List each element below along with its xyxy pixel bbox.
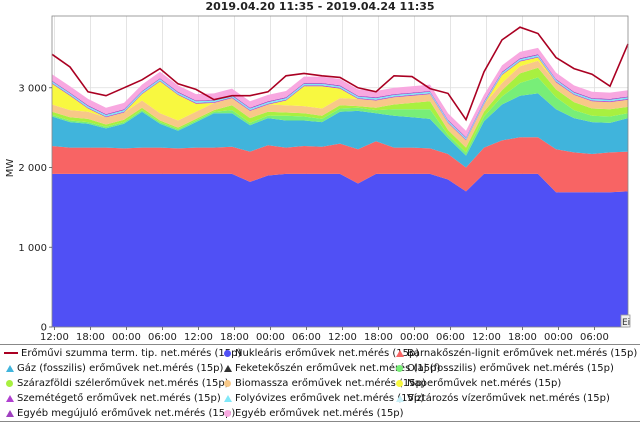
- legend-label: Gáz (fosszilis) erőművek net.mérés (15p): [17, 363, 224, 374]
- legend-item[interactable]: Erőművi szumma term. tip. net.mérés (15p…: [4, 348, 241, 360]
- legend-item[interactable]: Olaj (fosszilis) erőművek net.mérés (15p…: [394, 363, 614, 375]
- x-tick-label: 06:00: [292, 332, 321, 343]
- legend-item[interactable]: Szemétégető erőművek net.mérés (15p): [4, 393, 221, 405]
- legend-dot-icon: [6, 380, 13, 387]
- legend-row: Szárazföldi szélerőművek net.mérés (15p)…: [4, 378, 636, 393]
- total-line: [51, 26, 629, 122]
- legend-row: Egyéb megújuló erőművek net.mérés (15p) E…: [4, 408, 636, 423]
- legend-triangle-icon: [396, 395, 404, 402]
- corner-label: Ei: [622, 318, 630, 328]
- legend-triangle-icon: [6, 410, 14, 417]
- legend-label: Naperőművek net.mérés (15p): [407, 378, 562, 389]
- area-series-7: [52, 57, 628, 141]
- legend-item[interactable]: Gáz (fosszilis) erőművek net.mérés (15p): [4, 363, 223, 375]
- legend-label: Szemétégető erőművek net.mérés (15p): [17, 393, 221, 404]
- x-tick-label: 12:00: [184, 332, 213, 343]
- area-series-2: [52, 93, 628, 168]
- y-tick-label: 1 000: [18, 243, 47, 254]
- y-axis-label: MW: [5, 159, 16, 178]
- legend-item[interactable]: Víztározós vízerőművek net.mérés (15p): [394, 393, 610, 405]
- legend-item[interactable]: Biomassza erőművek net.mérés (15p): [222, 378, 426, 390]
- legend-label: Egyéb megújuló erőművek net.mérés (15p): [17, 408, 236, 419]
- legend-line-icon: [4, 351, 18, 354]
- x-tick-label: 06:00: [436, 332, 465, 343]
- legend-row: Erőművi szumma term. tip. net.mérés (15p…: [4, 348, 637, 363]
- legend-item[interactable]: Nukleáris erőművek net.mérés (15p): [222, 348, 419, 360]
- y-tick-label: 0: [41, 323, 47, 334]
- x-tick-label: 18:00: [76, 332, 105, 343]
- legend-item[interactable]: Egyéb megújuló erőművek net.mérés (15p): [4, 408, 235, 420]
- x-tick-label: 00:00: [256, 332, 285, 343]
- legend-dot-icon: [396, 380, 403, 387]
- legend-triangle-icon: [6, 395, 14, 402]
- legend-row: Gáz (fosszilis) erőművek net.mérés (15p)…: [4, 363, 636, 378]
- legend-item[interactable]: Naperőművek net.mérés (15p): [394, 378, 561, 390]
- y-axis-ticks: 0 1 000 2 000 3 000: [18, 83, 52, 334]
- area-series: [52, 47, 628, 327]
- chart-title: 2019.04.20 11:35 - 2019.04.24 11:35: [205, 0, 435, 13]
- x-tick-label: 18:00: [220, 332, 249, 343]
- legend-item[interactable]: Egyéb erőművek net.mérés (15p): [222, 408, 404, 420]
- legend: Erőművi szumma term. tip. net.mérés (15p…: [0, 344, 640, 422]
- plot-frame: [51, 15, 629, 328]
- total-line-path: [51, 26, 629, 122]
- legend-label: Olaj (fosszilis) erőművek net.mérés (15p…: [407, 363, 614, 374]
- x-tick-label: 00:00: [400, 332, 429, 343]
- legend-label: Biomassza erőművek net.mérés (15p): [235, 378, 426, 389]
- legend-label: Nukleáris erőművek net.mérés (15p): [235, 348, 420, 359]
- area-series-1: [52, 137, 628, 193]
- legend-label: Víztározós vízerőművek net.mérés (15p): [407, 393, 610, 404]
- x-tick-label: 12:00: [472, 332, 501, 343]
- x-tick-label: 06:00: [580, 332, 609, 343]
- legend-label: Erőművi szumma term. tip. net.mérés (15p…: [21, 348, 242, 359]
- legend-dot-icon: [224, 410, 231, 417]
- x-axis-ticks: 12:00 18:00 00:00 06:00 12:00 18:00 00:00 06:00…: [40, 327, 609, 343]
- legend-dot-icon: [224, 350, 231, 357]
- x-tick-label: 12:00: [40, 332, 69, 343]
- y-tick-label: 3 000: [18, 83, 47, 94]
- axes: [51, 15, 629, 328]
- legend-triangle-icon: [396, 350, 404, 357]
- legend-item[interactable]: Feketekőszén erőművek net.mérés (15p): [222, 363, 440, 375]
- x-tick-label: 12:00: [328, 332, 357, 343]
- legend-triangle-icon: [6, 365, 14, 372]
- legend-triangle-icon: [224, 365, 232, 372]
- area-series-0: [52, 173, 628, 327]
- x-tick-label: 00:00: [112, 332, 141, 343]
- legend-row: Szemétégető erőművek net.mérés (15p) Foly…: [4, 393, 636, 408]
- legend-label: Egyéb erőművek net.mérés (15p): [235, 408, 404, 419]
- legend-label: Szárazföldi szélerőművek net.mérés (15p): [17, 378, 229, 389]
- x-tick-label: 00:00: [544, 332, 573, 343]
- x-tick-label: 06:00: [148, 332, 177, 343]
- legend-label: Folyóvizes erőművek net.mérés (15p): [235, 393, 425, 404]
- x-tick-label: 18:00: [364, 332, 393, 343]
- y-tick-label: 2 000: [18, 163, 47, 174]
- scrollbar-corner[interactable]: Ei: [620, 314, 631, 328]
- legend-item[interactable]: Szárazföldi szélerőművek net.mérés (15p): [4, 378, 229, 390]
- legend-item[interactable]: Barnakőszén-lignit erőművek net.mérés (1…: [394, 348, 637, 360]
- legend-label: Feketekőszén erőművek net.mérés (15p): [235, 363, 441, 374]
- area-series-6: [52, 60, 628, 148]
- legend-item[interactable]: Folyóvizes erőművek net.mérés (15p): [222, 393, 424, 405]
- x-tick-label: 18:00: [508, 332, 537, 343]
- legend-dot-icon: [396, 365, 403, 372]
- legend-triangle-icon: [224, 395, 232, 402]
- legend-dot-icon: [224, 380, 231, 387]
- legend-label: Barnakőszén-lignit erőművek net.mérés (1…: [407, 348, 638, 359]
